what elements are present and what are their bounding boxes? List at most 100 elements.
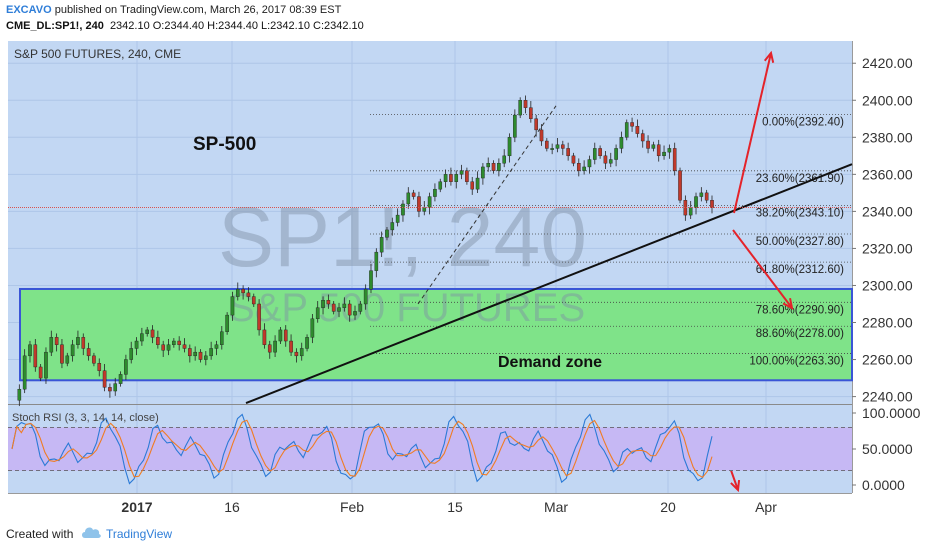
demand-zone-label: Demand zone bbox=[498, 354, 602, 371]
candle-body bbox=[299, 348, 304, 357]
candle-body bbox=[523, 100, 528, 108]
candle-body bbox=[145, 329, 150, 334]
candle-body bbox=[438, 181, 443, 190]
candle-body bbox=[710, 200, 714, 208]
candle-body bbox=[198, 351, 203, 360]
candle-body bbox=[507, 137, 512, 157]
support-trend-line bbox=[245, 163, 853, 405]
candle-body bbox=[92, 355, 96, 364]
candle-body bbox=[539, 129, 544, 142]
stoch-d-line bbox=[11, 419, 713, 479]
candle-body bbox=[188, 348, 192, 357]
candle-body bbox=[598, 148, 602, 157]
candle-body bbox=[342, 303, 347, 308]
candle-body bbox=[38, 366, 43, 379]
candle-body bbox=[385, 229, 389, 238]
candle-body bbox=[17, 388, 22, 401]
candle-body bbox=[150, 329, 155, 338]
candle-body bbox=[193, 351, 197, 357]
author-link[interactable]: EXCAVO bbox=[6, 4, 52, 16]
candle-body bbox=[545, 140, 549, 149]
candle-body bbox=[166, 344, 171, 351]
fib-level-label: 38.20%(2343.10) bbox=[756, 208, 844, 220]
time-axis-label: 20 bbox=[660, 499, 676, 515]
candle-body bbox=[44, 351, 48, 379]
candle-body bbox=[65, 355, 70, 364]
time-axis-label: Mar bbox=[544, 499, 568, 515]
stoch-rsi-title: Stoch RSI (3, 3, 14, 14, close) bbox=[12, 412, 159, 424]
candle-body bbox=[518, 100, 522, 116]
price-axis-label: 2340.00 bbox=[862, 203, 913, 219]
candle-body bbox=[273, 340, 277, 353]
candle-body bbox=[529, 107, 533, 119]
candle-body bbox=[22, 355, 27, 390]
candle-body bbox=[433, 188, 437, 197]
candle-body bbox=[390, 222, 395, 231]
candle-body bbox=[134, 340, 139, 349]
rsi-axis-label: 0.0000 bbox=[862, 477, 905, 493]
candle-body bbox=[209, 348, 213, 357]
candle-body bbox=[54, 337, 59, 345]
fib-level-label: 61.80%(2312.60) bbox=[756, 264, 844, 276]
candle-body bbox=[395, 214, 400, 223]
candle-body bbox=[161, 344, 165, 351]
candle-body bbox=[454, 174, 459, 182]
candle-body bbox=[230, 296, 235, 316]
symbol-line: CME_DL:SP1!, 240 2342.10 O:2344.40 H:234… bbox=[6, 20, 364, 32]
candle-body bbox=[576, 163, 581, 171]
candle-body bbox=[278, 329, 283, 342]
time-axis-label: Apr bbox=[755, 499, 777, 515]
candle-body bbox=[459, 170, 464, 175]
candle-body bbox=[262, 329, 267, 345]
candle-body bbox=[646, 140, 650, 149]
candles-layer bbox=[17, 95, 714, 407]
candle-body bbox=[635, 125, 640, 134]
candle-body bbox=[571, 155, 576, 164]
candle-body bbox=[582, 166, 586, 171]
candle-body bbox=[172, 340, 176, 345]
candle-body bbox=[182, 344, 187, 349]
candle-body bbox=[422, 207, 427, 212]
candle-body bbox=[220, 331, 224, 345]
candle-body bbox=[678, 170, 682, 201]
footer: Created with TradingView bbox=[0, 516, 932, 550]
candle-body bbox=[289, 340, 293, 353]
candle-body bbox=[379, 237, 384, 253]
candle-body bbox=[481, 166, 485, 179]
arrow-up bbox=[733, 52, 772, 214]
fib-level-label: 78.60%(2290.90) bbox=[756, 304, 844, 316]
candle-body bbox=[651, 144, 656, 149]
sp500-annotation: SP-500 bbox=[193, 134, 256, 155]
price-axis-label: 2240.00 bbox=[862, 389, 913, 405]
candle-body bbox=[70, 344, 75, 357]
candle-body bbox=[305, 337, 309, 349]
candle-body bbox=[102, 370, 107, 388]
candle-body bbox=[140, 333, 144, 342]
chart-title: S&P 500 FUTURES, 240, CME bbox=[14, 47, 181, 61]
ohlc-readout: 2342.10 O:2344.40 H:2344.40 L:2342.10 C:… bbox=[109, 20, 364, 32]
candle-body bbox=[688, 207, 693, 216]
tradingview-cloud-icon bbox=[82, 527, 101, 538]
tradingview-link[interactable]: TradingView bbox=[106, 527, 173, 541]
candle-body bbox=[497, 163, 501, 171]
candle-body bbox=[60, 344, 64, 364]
candle-body bbox=[177, 340, 181, 345]
demand-zone-layer bbox=[19, 287, 853, 382]
candle-body bbox=[214, 344, 219, 349]
fib-level-label: 0.00%(2392.40) bbox=[762, 116, 844, 128]
price-axis-label: 2320.00 bbox=[862, 240, 913, 256]
candle-body bbox=[406, 192, 411, 205]
fib-level-label: 88.60%(2278.00) bbox=[756, 328, 844, 340]
candle-body bbox=[374, 251, 379, 271]
candle-body bbox=[502, 155, 506, 164]
time-axis-label: Feb bbox=[340, 499, 364, 515]
stoch-rsi-layer bbox=[8, 413, 852, 485]
candle-body bbox=[33, 344, 38, 368]
candle-body bbox=[619, 137, 624, 149]
price-axis-label: 2420.00 bbox=[862, 55, 913, 71]
dashed-trend-line bbox=[417, 105, 557, 305]
candle-body bbox=[443, 174, 448, 182]
candle-body bbox=[283, 329, 288, 342]
candle-body bbox=[235, 288, 240, 297]
